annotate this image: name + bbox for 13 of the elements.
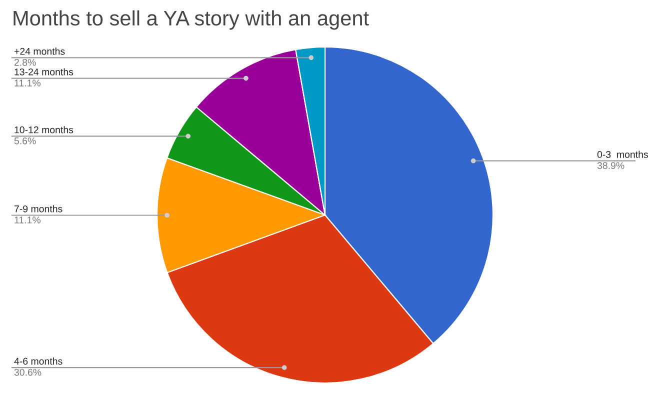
slice-label: 4-6 months (14, 358, 62, 365)
data-label: 30.6% (14, 368, 42, 376)
slice-label: 10-12 months (14, 126, 74, 134)
slice-label: 13-24 months (14, 68, 74, 76)
data-label: 38.9% (597, 162, 624, 169)
chart-title: Months to sell a YA story with an agent (14, 10, 369, 30)
data-label: 2.8% (14, 58, 36, 66)
slice-label: +24 months (14, 48, 65, 55)
slice-label: 7-9 months (14, 205, 62, 212)
data-label: 11.1% (14, 216, 41, 224)
slice-label: 0-3 months (597, 150, 648, 158)
data-label: 11.1% (14, 80, 41, 86)
data-label: 5.6% (14, 137, 36, 144)
